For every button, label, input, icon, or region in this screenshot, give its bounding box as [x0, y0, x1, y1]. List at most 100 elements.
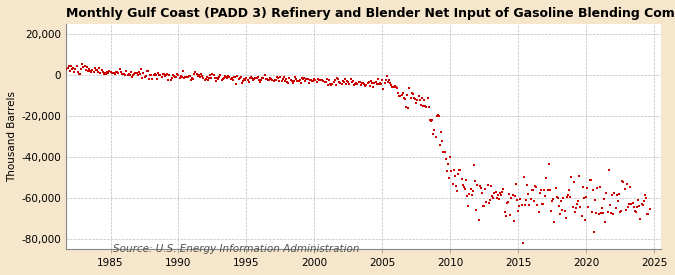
Point [640, 193, 651, 198]
Point [531, 185, 542, 189]
Point [421, 104, 432, 109]
Point [388, 85, 399, 89]
Point [225, 77, 236, 81]
Point [350, 82, 360, 87]
Point [572, 202, 583, 206]
Point [348, 83, 359, 87]
Point [583, 205, 594, 210]
Point [246, 75, 256, 79]
Point [163, 78, 173, 82]
Point [186, 78, 196, 82]
Point [602, 209, 613, 214]
Point [249, 77, 260, 82]
Point [216, 78, 227, 82]
Point [564, 188, 574, 192]
Point [393, 91, 404, 95]
Point [144, 76, 155, 81]
Point [570, 210, 580, 214]
Point [624, 202, 634, 206]
Point [428, 132, 439, 136]
Point [74, 72, 84, 77]
Point [402, 93, 412, 97]
Point [86, 70, 97, 74]
Point [156, 75, 167, 79]
Point [313, 78, 324, 82]
Point [351, 81, 362, 85]
Point [470, 179, 481, 184]
Point [105, 70, 116, 74]
Point [141, 68, 152, 73]
Point [556, 199, 566, 203]
Point [243, 80, 254, 84]
Point [173, 72, 184, 77]
Point [343, 80, 354, 85]
Point [630, 210, 641, 214]
Point [302, 77, 313, 81]
Point [188, 77, 198, 82]
Point [513, 208, 524, 213]
Point [610, 206, 621, 211]
Point [147, 77, 158, 81]
Point [609, 191, 620, 196]
Point [515, 197, 526, 201]
Point [171, 74, 182, 79]
Point [279, 79, 290, 84]
Point [90, 68, 101, 73]
Point [293, 79, 304, 83]
Point [65, 64, 76, 69]
Point [120, 73, 131, 77]
Point [182, 75, 193, 79]
Point [472, 183, 483, 187]
Point [139, 75, 150, 79]
Point [263, 77, 273, 82]
Point [102, 70, 113, 75]
Point [443, 162, 454, 166]
Point [194, 75, 205, 79]
Point [101, 72, 111, 76]
Point [452, 189, 462, 193]
Point [201, 75, 212, 79]
Point [230, 75, 240, 79]
Y-axis label: Thousand Barrels: Thousand Barrels [7, 91, 17, 182]
Point [628, 204, 639, 209]
Point [126, 70, 136, 74]
Point [493, 197, 504, 201]
Point [643, 212, 654, 216]
Point [551, 195, 562, 199]
Point [549, 220, 560, 224]
Point [498, 186, 509, 191]
Point [603, 168, 614, 172]
Point [211, 78, 221, 83]
Point [594, 185, 605, 189]
Point [306, 79, 317, 84]
Point [303, 81, 314, 85]
Point [457, 183, 468, 187]
Point [485, 184, 496, 189]
Point [77, 62, 88, 66]
Point [398, 96, 409, 100]
Point [79, 64, 90, 68]
Point [72, 70, 83, 74]
Point [405, 96, 416, 101]
Point [481, 200, 492, 205]
Point [605, 211, 616, 215]
Point [110, 72, 121, 76]
Point [637, 202, 647, 206]
Point [145, 73, 156, 78]
Point [136, 67, 146, 72]
Point [319, 80, 330, 84]
Point [199, 77, 210, 82]
Point [573, 199, 584, 204]
Point [176, 75, 187, 79]
Point [627, 200, 638, 205]
Point [492, 192, 503, 197]
Point [632, 197, 643, 202]
Point [162, 72, 173, 76]
Point [71, 64, 82, 68]
Point [559, 209, 570, 213]
Point [223, 74, 234, 78]
Point [75, 72, 86, 76]
Point [107, 71, 118, 75]
Point [244, 76, 255, 80]
Point [179, 76, 190, 80]
